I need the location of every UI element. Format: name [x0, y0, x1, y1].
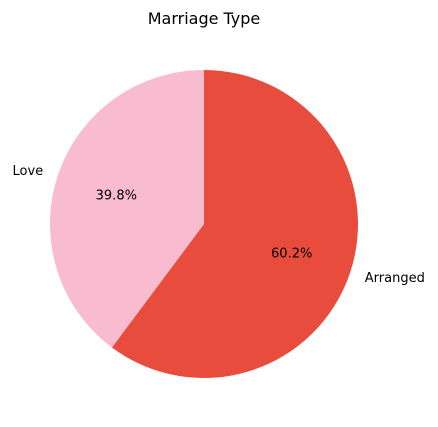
pie-slice-love — [50, 70, 204, 348]
pie-category-label-arranged: Arranged — [365, 271, 425, 286]
pie-category-label-love: Love — [13, 164, 44, 179]
pie-slice-arranged — [111, 70, 359, 379]
pie-percent-label-love: 39.8% — [96, 188, 137, 203]
chart-title: Marriage Type — [148, 9, 261, 28]
pie-percent-label-arranged: 60.2% — [271, 247, 312, 262]
pie-slices — [50, 70, 359, 379]
pie-labels: 60.2% Arranged 39.8% Love — [13, 164, 425, 286]
